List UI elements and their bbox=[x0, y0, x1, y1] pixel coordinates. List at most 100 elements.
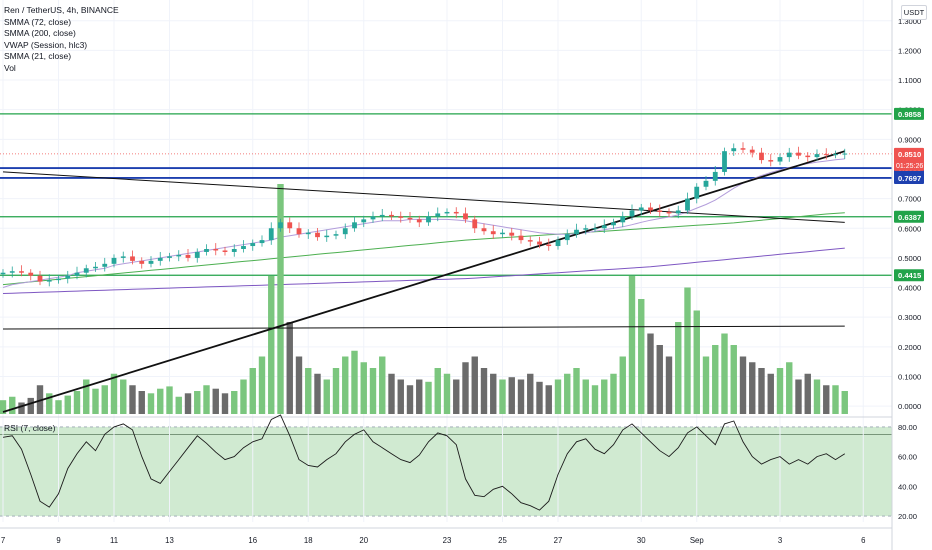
candle-body bbox=[389, 214, 394, 217]
time-tick-label: 20 bbox=[359, 536, 368, 545]
candle-body bbox=[777, 157, 783, 162]
candle-body bbox=[481, 228, 487, 232]
volume-bar bbox=[388, 373, 395, 414]
price-tick-label: 0.6000 bbox=[898, 224, 921, 233]
candle-body bbox=[574, 229, 579, 235]
candle-body bbox=[620, 216, 626, 223]
symbol-title[interactable]: Ren / TetherUS, 4h, BINANCE bbox=[4, 5, 119, 15]
time-tick-label: 27 bbox=[554, 536, 563, 545]
indicator-smma-72[interactable]: SMMA (72, close) bbox=[4, 16, 72, 27]
volume-bar bbox=[231, 391, 238, 414]
volume-bar bbox=[795, 379, 802, 414]
candle-body bbox=[9, 271, 15, 273]
candle-body bbox=[120, 256, 126, 258]
volume-bar bbox=[499, 379, 506, 414]
candle-body bbox=[712, 171, 718, 181]
volume-bar bbox=[379, 356, 386, 414]
volume-bar bbox=[564, 373, 571, 414]
volume-bar bbox=[675, 322, 682, 414]
candle-body bbox=[500, 232, 505, 235]
volume-bar bbox=[647, 333, 654, 414]
level-price-tag bbox=[894, 269, 924, 282]
candle-body bbox=[749, 149, 755, 153]
candle-body bbox=[111, 257, 117, 264]
volume-bar bbox=[684, 287, 691, 414]
candle-body bbox=[518, 235, 524, 241]
candle-body bbox=[648, 207, 653, 211]
time-tick-label: 7 bbox=[1, 536, 5, 545]
volume-bar bbox=[406, 385, 414, 414]
candle-body bbox=[472, 219, 478, 229]
volume-bar bbox=[360, 362, 367, 414]
volume-bar bbox=[332, 368, 340, 414]
candle-body bbox=[352, 222, 357, 229]
volume-bar bbox=[258, 356, 266, 414]
indicator-smma-21[interactable]: SMMA (21, close) bbox=[4, 51, 72, 61]
volume-bar bbox=[786, 362, 793, 414]
level-price-label: 0.9858 bbox=[898, 110, 921, 119]
rsi-legend[interactable]: RSI (7, close) bbox=[4, 423, 56, 433]
candle-body bbox=[268, 228, 274, 241]
candle-body bbox=[694, 186, 700, 199]
horizontal-levels-layer bbox=[0, 113, 892, 276]
candle-body bbox=[250, 243, 256, 247]
volume-bar bbox=[536, 381, 543, 414]
price-tick-label: 1.2000 bbox=[898, 46, 921, 55]
price-tick-label: 1.3000 bbox=[898, 17, 921, 26]
volume-bar bbox=[342, 356, 349, 414]
price-tick-label: 1.1000 bbox=[898, 76, 921, 85]
volume-bar bbox=[443, 373, 451, 414]
volume-bar bbox=[841, 391, 848, 414]
candle-body bbox=[0, 272, 6, 275]
candle-body bbox=[814, 154, 820, 158]
candle-body bbox=[426, 216, 431, 223]
candle-body bbox=[19, 271, 24, 273]
currency-button[interactable]: USDT bbox=[901, 5, 927, 20]
candle-body bbox=[185, 254, 191, 258]
candle-body bbox=[176, 254, 182, 257]
rsi-layer bbox=[2, 414, 846, 511]
candle-body bbox=[611, 222, 616, 226]
volume-bar bbox=[323, 379, 330, 414]
level-price-tag bbox=[894, 210, 924, 223]
level-price-label: 0.4415 bbox=[898, 271, 922, 280]
candle-body bbox=[93, 266, 98, 269]
volume-bar bbox=[804, 373, 811, 414]
time-tick-label: 25 bbox=[498, 536, 507, 545]
candle-body bbox=[675, 210, 681, 214]
trend-line-1 bbox=[2, 325, 845, 330]
indicator-volume[interactable]: Vol bbox=[4, 62, 16, 73]
indicator-smma-200[interactable]: SMMA (200, close) bbox=[4, 28, 76, 38]
candle-body bbox=[805, 155, 811, 158]
candle-body bbox=[833, 154, 838, 156]
volume-bar bbox=[138, 391, 145, 414]
candle-body bbox=[379, 214, 385, 217]
time-tick-label: 23 bbox=[443, 536, 452, 545]
price-tick-label: 0.2000 bbox=[898, 343, 921, 352]
volume-bar bbox=[92, 388, 99, 414]
candle-body bbox=[703, 180, 709, 187]
volume-bar bbox=[277, 184, 284, 414]
price-tick-label: 0.3000 bbox=[898, 313, 921, 322]
volume-bar bbox=[305, 368, 312, 414]
volume-bar bbox=[665, 356, 673, 414]
volume-bar bbox=[453, 379, 460, 414]
volume-bar bbox=[36, 385, 44, 414]
candle-body bbox=[213, 249, 219, 251]
candle-body bbox=[296, 228, 302, 235]
volume-bar bbox=[610, 373, 617, 414]
candle-body bbox=[759, 152, 764, 161]
candle-body bbox=[231, 249, 237, 252]
indicator-vwap[interactable]: VWAP (Session, hlc3) bbox=[4, 39, 88, 50]
volume-bar bbox=[582, 379, 589, 414]
volume-bar bbox=[18, 402, 25, 414]
volume-bar bbox=[462, 362, 469, 414]
volume-bar bbox=[638, 299, 645, 414]
rsi-tick-label: 80.00 bbox=[898, 423, 917, 432]
level-price-label: 0.6387 bbox=[898, 213, 921, 222]
volume-bar bbox=[0, 400, 7, 414]
candles-layer bbox=[0, 142, 848, 287]
volume-bar bbox=[194, 391, 201, 414]
